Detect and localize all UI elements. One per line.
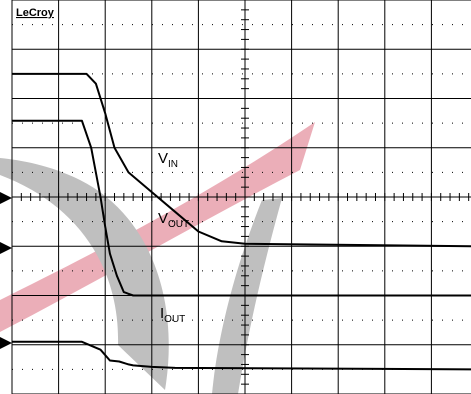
label-iout-main: I [160,305,164,322]
label-vin-main: V [158,150,168,167]
arrow-ch3-icon [0,337,12,349]
label-vout-sub: OUT [168,219,189,230]
graticule [11,0,471,394]
svg-text:VOUT: VOUT [158,210,189,230]
traces [12,72,471,371]
trace-vout [12,119,471,297]
svg-text:VIN: VIN [158,150,178,170]
label-iout-sub: OUT [164,314,185,325]
svg-text:IOUT: IOUT [160,305,185,325]
trace-iout [12,340,471,371]
watermark-red-swoosh [0,122,315,332]
label-iout: IOUT [160,305,185,325]
label-vout-main: V [158,210,168,227]
arrow-ch1-icon [0,192,12,204]
label-vin-sub: IN [168,159,178,170]
label-vout: VOUT [158,210,189,230]
trace-vin [12,72,471,248]
label-vin: VIN [158,150,178,170]
watermark-gray-swoosh [0,158,169,390]
brand-logo: LeCroy [16,7,55,19]
arrow-ch2-icon [0,242,12,254]
